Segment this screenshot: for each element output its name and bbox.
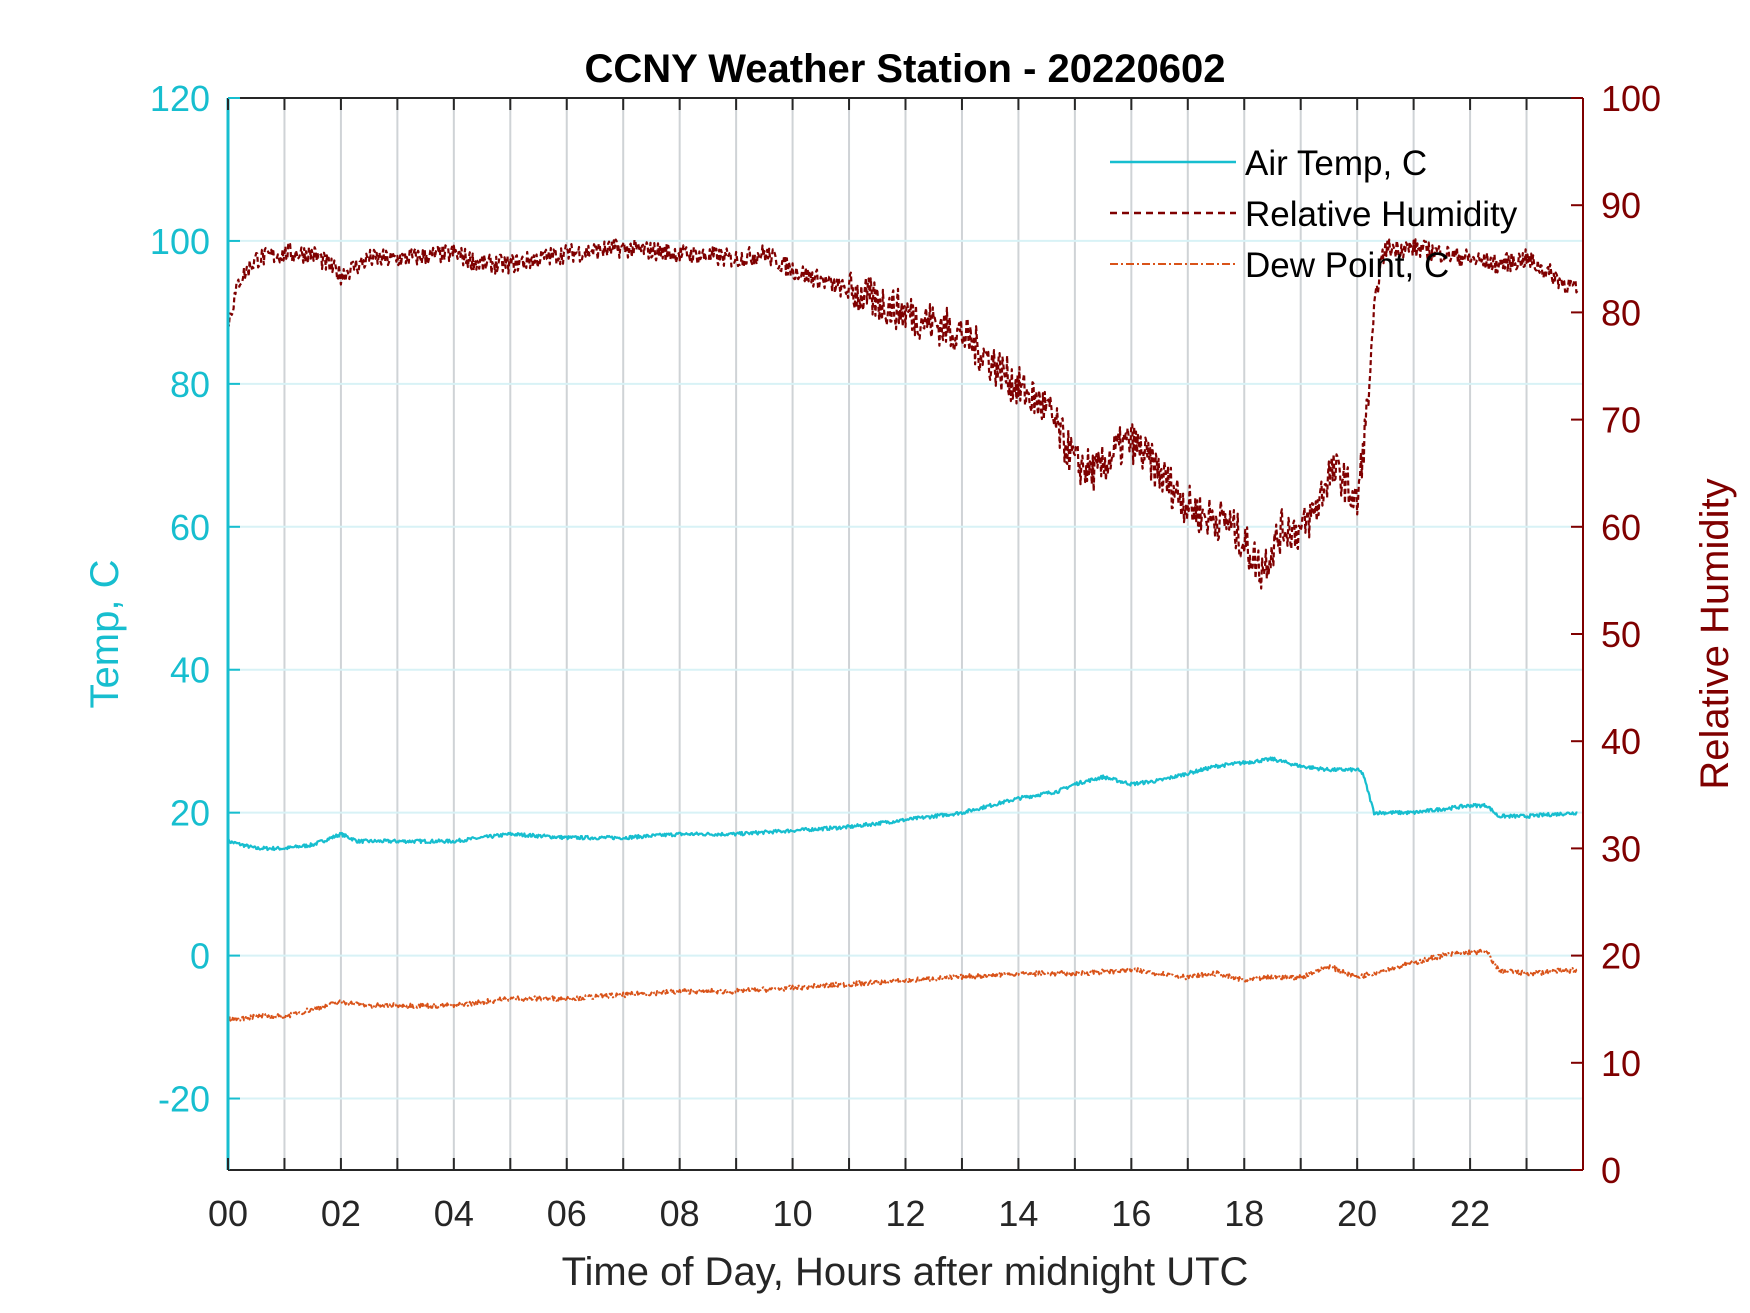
right-y-tick-label: 70 [1601, 400, 1641, 441]
left-y-axis-label: Temp, C [83, 560, 127, 709]
legend-label-relative-humidity: Relative Humidity [1245, 195, 1518, 234]
left-y-tick-label: 40 [170, 650, 210, 691]
x-axis-label: Time of Day, Hours after midnight UTC [562, 1250, 1249, 1294]
right-y-tick-label: 90 [1601, 185, 1641, 226]
legend: Air Temp, C Relative Humidity Dew Point,… [1110, 144, 1518, 285]
right-y-ticks: 0 10 20 30 40 50 60 70 80 90 100 [1571, 78, 1661, 1191]
chart-title: CCNY Weather Station - 20220602 [585, 47, 1226, 91]
x-ticks: 00 02 04 06 08 10 12 14 16 18 20 22 [208, 98, 1528, 1234]
left-y-tick-label: 80 [170, 364, 210, 405]
legend-label-air-temp: Air Temp, C [1245, 144, 1427, 183]
legend-label-dew-point: Dew Point, C [1245, 246, 1449, 285]
left-y-tick-label: 0 [190, 936, 210, 977]
x-tick-label: 18 [1224, 1193, 1264, 1234]
x-tick-label: 08 [660, 1193, 700, 1234]
left-y-tick-label: 100 [150, 221, 210, 262]
series-line-dew-point-c [227, 948, 1578, 1023]
x-tick-label: 14 [998, 1193, 1038, 1234]
right-y-tick-label: 60 [1601, 507, 1641, 548]
left-y-tick-label: 60 [170, 507, 210, 548]
series-line-relative-humidity [226, 238, 1579, 590]
left-y-tick-label: -20 [158, 1079, 210, 1120]
x-tick-label: 10 [773, 1193, 813, 1234]
right-y-tick-label: 20 [1601, 936, 1641, 977]
right-y-tick-label: 10 [1601, 1043, 1641, 1084]
x-tick-label: 04 [434, 1193, 474, 1234]
right-y-tick-label: 80 [1601, 292, 1641, 333]
right-y-tick-label: 100 [1601, 78, 1661, 119]
left-y-ticks: -20 0 20 40 60 80 100 120 [150, 78, 240, 1120]
right-y-tick-label: 50 [1601, 614, 1641, 655]
right-y-tick-label: 0 [1601, 1150, 1621, 1191]
right-y-axis-label: Relative Humidity [1693, 478, 1737, 789]
x-tick-label: 20 [1337, 1193, 1377, 1234]
x-tick-label: 00 [208, 1193, 248, 1234]
series-line-air-temp-c [226, 756, 1578, 852]
y-grid [228, 239, 1583, 1100]
right-y-tick-label: 30 [1601, 828, 1641, 869]
x-tick-label: 06 [547, 1193, 587, 1234]
x-tick-label: 16 [1111, 1193, 1151, 1234]
x-tick-label: 22 [1450, 1193, 1490, 1234]
x-tick-label: 02 [321, 1193, 361, 1234]
right-y-tick-label: 40 [1601, 721, 1641, 762]
left-y-tick-label: 20 [170, 793, 210, 834]
series-layer [226, 238, 1579, 1023]
left-y-tick-label: 120 [150, 78, 210, 119]
x-tick-label: 12 [885, 1193, 925, 1234]
